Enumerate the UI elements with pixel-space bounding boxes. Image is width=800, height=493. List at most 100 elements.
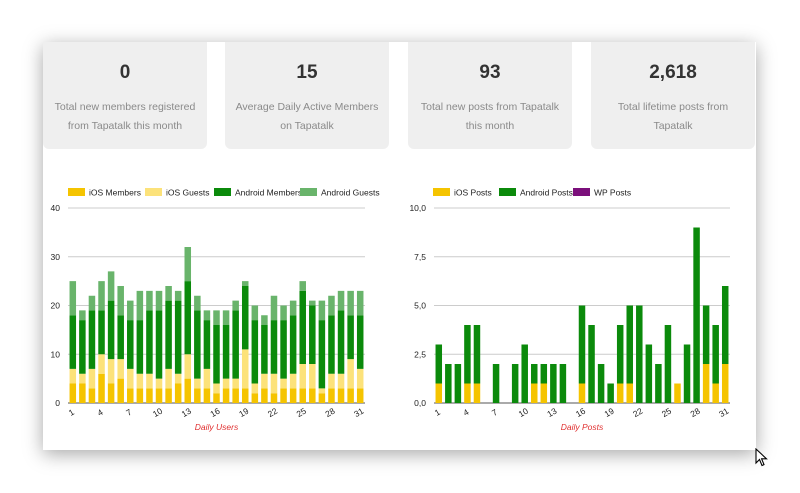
bar-segment [146, 388, 153, 403]
legend-swatch [145, 188, 162, 196]
bar-segment [127, 368, 134, 389]
bar-segment [347, 388, 354, 403]
bar-segment [117, 359, 124, 379]
x-tick-label: 7 [124, 407, 133, 418]
legend-label: iOS Guests [166, 188, 209, 198]
bar-segment [435, 344, 443, 384]
bar-segment [251, 383, 259, 394]
bar-segment [127, 388, 134, 403]
bar-segment [578, 305, 586, 384]
x-tick-label: 16 [208, 406, 221, 420]
bar-segment [664, 325, 672, 403]
bar-segment [194, 295, 201, 311]
bar-segment [213, 393, 220, 403]
bar-segment [578, 383, 586, 403]
legend-label: iOS Members [89, 188, 141, 198]
bar-segment [693, 227, 700, 403]
bar-segment [299, 364, 306, 389]
y-tick-label: 10,0 [409, 203, 426, 213]
bar-segment [655, 364, 662, 403]
bar-segment [232, 310, 239, 379]
bar-segment [683, 344, 691, 403]
bar-segment [69, 315, 77, 369]
bar-segment [194, 388, 201, 403]
bar-segment [79, 320, 86, 374]
legend-label: Android Posts [520, 188, 573, 198]
bar-segment [241, 286, 249, 350]
x-tick-label: 10 [151, 406, 164, 420]
bar-segment [626, 305, 633, 384]
bar-segment [136, 373, 144, 389]
bar-segment [454, 364, 462, 403]
bar-segment [626, 383, 633, 403]
bar-segment [98, 373, 105, 403]
bar-segment [616, 325, 624, 384]
bar-segment [69, 281, 77, 316]
legend-label: Android Members [235, 188, 302, 198]
bar-segment [98, 354, 105, 374]
bar-segment [356, 368, 364, 389]
bar-segment [337, 290, 345, 311]
bar-segment [127, 300, 134, 321]
x-tick-label: 19 [237, 406, 250, 420]
bar-segment [588, 325, 595, 403]
bar-segment [107, 300, 115, 360]
bar-segment [165, 286, 172, 301]
bar-segment [88, 295, 96, 311]
bar-segment [328, 388, 335, 403]
bar-segment [232, 388, 239, 403]
bar-segment [261, 315, 268, 325]
stat-label: Total new members registered from Tapata… [54, 101, 196, 132]
bar-segment [184, 281, 192, 355]
x-tick-label: 31 [717, 406, 730, 420]
stat-label: Total new posts from Tapatalk this month [420, 101, 560, 132]
bar-segment [117, 315, 124, 360]
bar-segment [261, 388, 268, 403]
bar-segment [721, 364, 729, 403]
bar-segment [203, 388, 211, 403]
legend-label: WP Posts [594, 188, 631, 198]
bar-segment [174, 290, 182, 301]
bar-segment [445, 364, 452, 403]
bar-segment [270, 295, 278, 321]
x-tick-label: 13 [545, 406, 558, 420]
bar-segment [184, 247, 192, 282]
stat-value: 0 [119, 62, 131, 83]
bar-segment [702, 305, 710, 364]
legend-swatch [214, 188, 231, 196]
bar-segment [232, 300, 239, 311]
bar-segment [309, 300, 316, 306]
bar-segment [155, 388, 163, 403]
bar-segment [299, 281, 306, 291]
bar-segment [435, 383, 443, 403]
bar-segment [136, 388, 144, 403]
bar-segment [98, 310, 105, 355]
bar-segment [531, 383, 538, 403]
bar-segment [222, 310, 230, 325]
y-tick-label: 10 [51, 349, 61, 359]
bar-segment [289, 315, 297, 374]
bar-segment [184, 378, 192, 403]
legend-swatch [433, 188, 450, 196]
bar-segment [174, 383, 182, 403]
x-tick-label: 28 [323, 406, 336, 420]
bar-segment [280, 378, 287, 389]
x-tick-label: 25 [660, 406, 673, 420]
bar-segment [299, 388, 306, 403]
bar-segment [347, 315, 354, 360]
x-tick-label: 13 [180, 406, 193, 420]
bar-segment [88, 310, 96, 369]
bar-segment [511, 364, 519, 403]
bar-segment [203, 368, 211, 389]
bar-segment [222, 325, 230, 379]
stat-label: Total lifetime posts from Tapatalk [617, 101, 729, 132]
bar-segment [280, 388, 287, 403]
bar-segment [155, 378, 163, 389]
stat-value: 2,618 [649, 62, 697, 83]
legend-label: Android Guests [321, 188, 380, 198]
bar-segment [550, 364, 557, 403]
bar-segment [347, 290, 354, 316]
mouse-cursor-icon [755, 448, 768, 467]
bar-segment [309, 364, 316, 389]
bar-segment [337, 373, 345, 389]
